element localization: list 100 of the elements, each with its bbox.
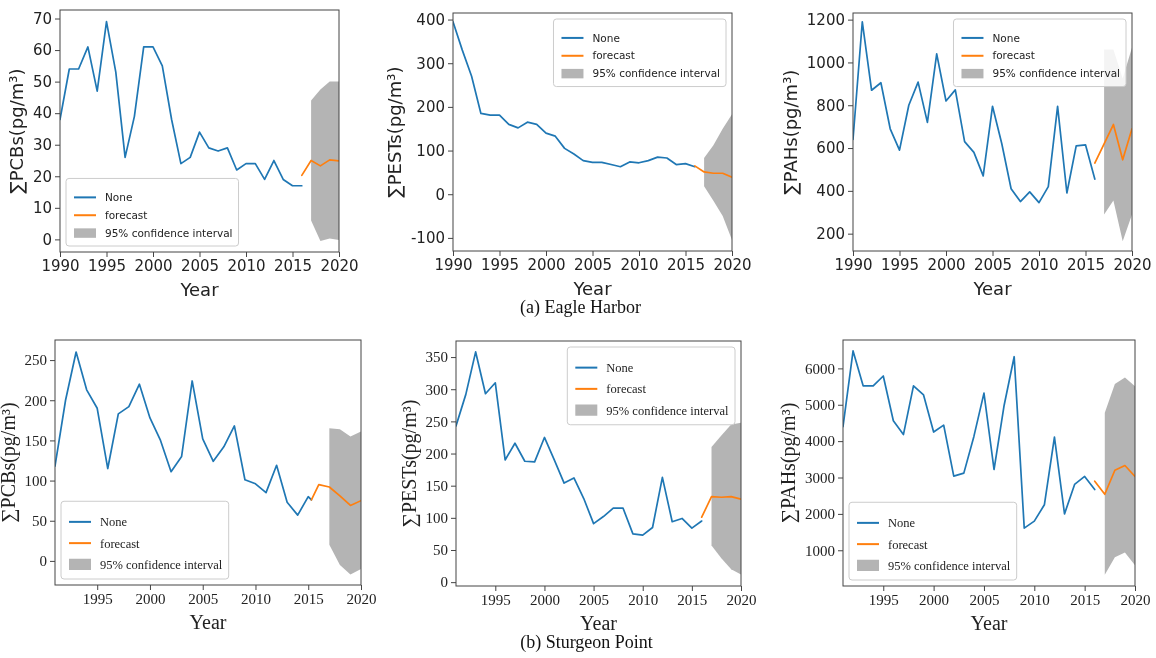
y-tick-label: 2000 (805, 506, 835, 523)
x-tick-label: 2015 (1070, 591, 1101, 608)
y-tick-label: 350 (425, 349, 448, 366)
y-tick-label: 1000 (806, 53, 845, 72)
y-tick-label: 0 (435, 185, 445, 204)
y-tick-label: 100 (416, 141, 445, 160)
x-axis-title: Year (189, 611, 227, 633)
annotation: 95% confidence interval (992, 67, 1120, 80)
x-tick-label: 2020 (346, 590, 377, 607)
legend-label: None (606, 361, 634, 375)
x-axis-title: Year (972, 278, 1013, 299)
y-axis-title: ∑PAHs(pg/m³) (779, 69, 801, 195)
line-series (1093, 123, 1132, 164)
y-tick-label: 200 (416, 98, 445, 117)
y-tick-label: -100 (410, 229, 445, 248)
annotation: 95% confidence interval (592, 67, 720, 80)
x-tick-label: 2015 (677, 591, 708, 608)
x-tick-label: 2010 (227, 256, 266, 275)
x-tick-label: 2005 (969, 591, 1000, 608)
y-tick-label: 200 (24, 392, 47, 409)
y-axis-title: ∑PESTs(pg/m³) (383, 66, 405, 198)
x-tick-label: 2000 (527, 255, 566, 274)
x-tick-label: 2020 (713, 255, 752, 274)
x-tick-label: 2000 (529, 591, 560, 608)
y-axis-title: ∑PAHs(pg/m³) (777, 402, 800, 524)
y-tick-label: 200 (816, 224, 845, 243)
legend-label: forecast (592, 49, 635, 62)
x-tick-label: 2010 (1020, 255, 1059, 274)
x-tick-label: 1995 (480, 255, 520, 274)
y-tick-label: 250 (425, 413, 448, 430)
x-tick-label: 1990 (434, 255, 473, 274)
legend-label: forecast (105, 208, 148, 221)
x-tick-label: 2005 (188, 590, 219, 607)
x-tick-label: 2015 (666, 255, 706, 274)
y-tick-label: 50 (32, 72, 52, 91)
x-tick-label: 2005 (579, 591, 610, 608)
x-tick-label: 1990 (834, 255, 873, 274)
y-tick-label: 100 (24, 472, 47, 489)
line-series (60, 20, 303, 187)
x-tick-label: 2015 (1066, 255, 1106, 274)
line-series (700, 495, 741, 519)
y-tick-label: 10 (32, 199, 52, 218)
x-tick-label: 2000 (919, 591, 950, 608)
annotation: 95% confidence interval (105, 226, 233, 239)
legend-label: None (992, 31, 1020, 44)
y-tick-label: 6000 (805, 360, 835, 377)
annotation: 95% confidence interval (888, 558, 1011, 573)
y-tick-label: 0 (42, 230, 52, 249)
y-tick-label: 50 (32, 513, 47, 530)
y-tick-label: 50 (433, 542, 448, 559)
y-tick-label: 70 (32, 9, 52, 28)
y-tick-label: 150 (425, 477, 448, 494)
x-tick-label: 1995 (480, 591, 511, 608)
text: (a) Eagle Harbor (520, 297, 641, 318)
y-tick-label: 5000 (805, 397, 835, 414)
line-series (300, 159, 339, 177)
x-tick-label: 1995 (868, 591, 899, 608)
x-tick-label: 2010 (628, 591, 659, 608)
legend-label: None (100, 515, 128, 530)
x-tick-label: 2005 (973, 255, 1013, 274)
text: (b) Sturgeon Point (520, 632, 653, 653)
y-tick-label: 1200 (806, 10, 845, 29)
y-tick-label: 300 (416, 54, 445, 73)
legend-label: None (105, 191, 133, 204)
legend-label: forecast (606, 382, 647, 397)
line-series (843, 350, 1096, 529)
x-tick-label: 2000 (134, 256, 173, 275)
x-tick-label: 1995 (82, 590, 113, 607)
x-tick-label: 2020 (320, 256, 359, 275)
x-tick-label: 2020 (1113, 255, 1152, 274)
legend-label: forecast (888, 537, 929, 552)
x-axis-title: Year (970, 612, 1008, 634)
legend-label: None (888, 516, 916, 531)
x-tick-label: 2010 (240, 590, 271, 607)
y-tick-label: 600 (816, 139, 845, 158)
legend-label: forecast (100, 536, 141, 551)
y-tick-label: 400 (416, 10, 445, 29)
x-tick-label: 1995 (880, 255, 920, 274)
x-tick-label: 2000 (927, 255, 966, 274)
line-series (310, 483, 361, 507)
y-tick-label: 40 (32, 104, 52, 123)
y-tick-label: 0 (39, 553, 47, 570)
line-series (1093, 464, 1135, 496)
x-tick-label: 2005 (180, 256, 220, 275)
y-tick-label: 100 (425, 510, 448, 527)
y-axis-title: ∑PCBs(pg/m³) (5, 68, 27, 194)
legend-label: forecast (992, 49, 1035, 62)
x-axis-title: Year (580, 612, 618, 634)
y-tick-label: 0 (440, 574, 448, 591)
x-tick-label: 2015 (293, 590, 324, 607)
y-tick-label: 4000 (805, 433, 835, 450)
x-tick-label: 2020 (726, 591, 757, 608)
y-tick-label: 400 (816, 182, 845, 201)
y-axis-title: ∑PESTs(pg/m³) (397, 399, 421, 528)
y-tick-label: 300 (425, 381, 448, 398)
line-series (693, 164, 732, 179)
y-tick-label: 800 (816, 96, 845, 115)
x-axis-title: Year (572, 278, 613, 299)
x-tick-label: 2005 (573, 255, 613, 274)
y-tick-label: 200 (425, 445, 448, 462)
